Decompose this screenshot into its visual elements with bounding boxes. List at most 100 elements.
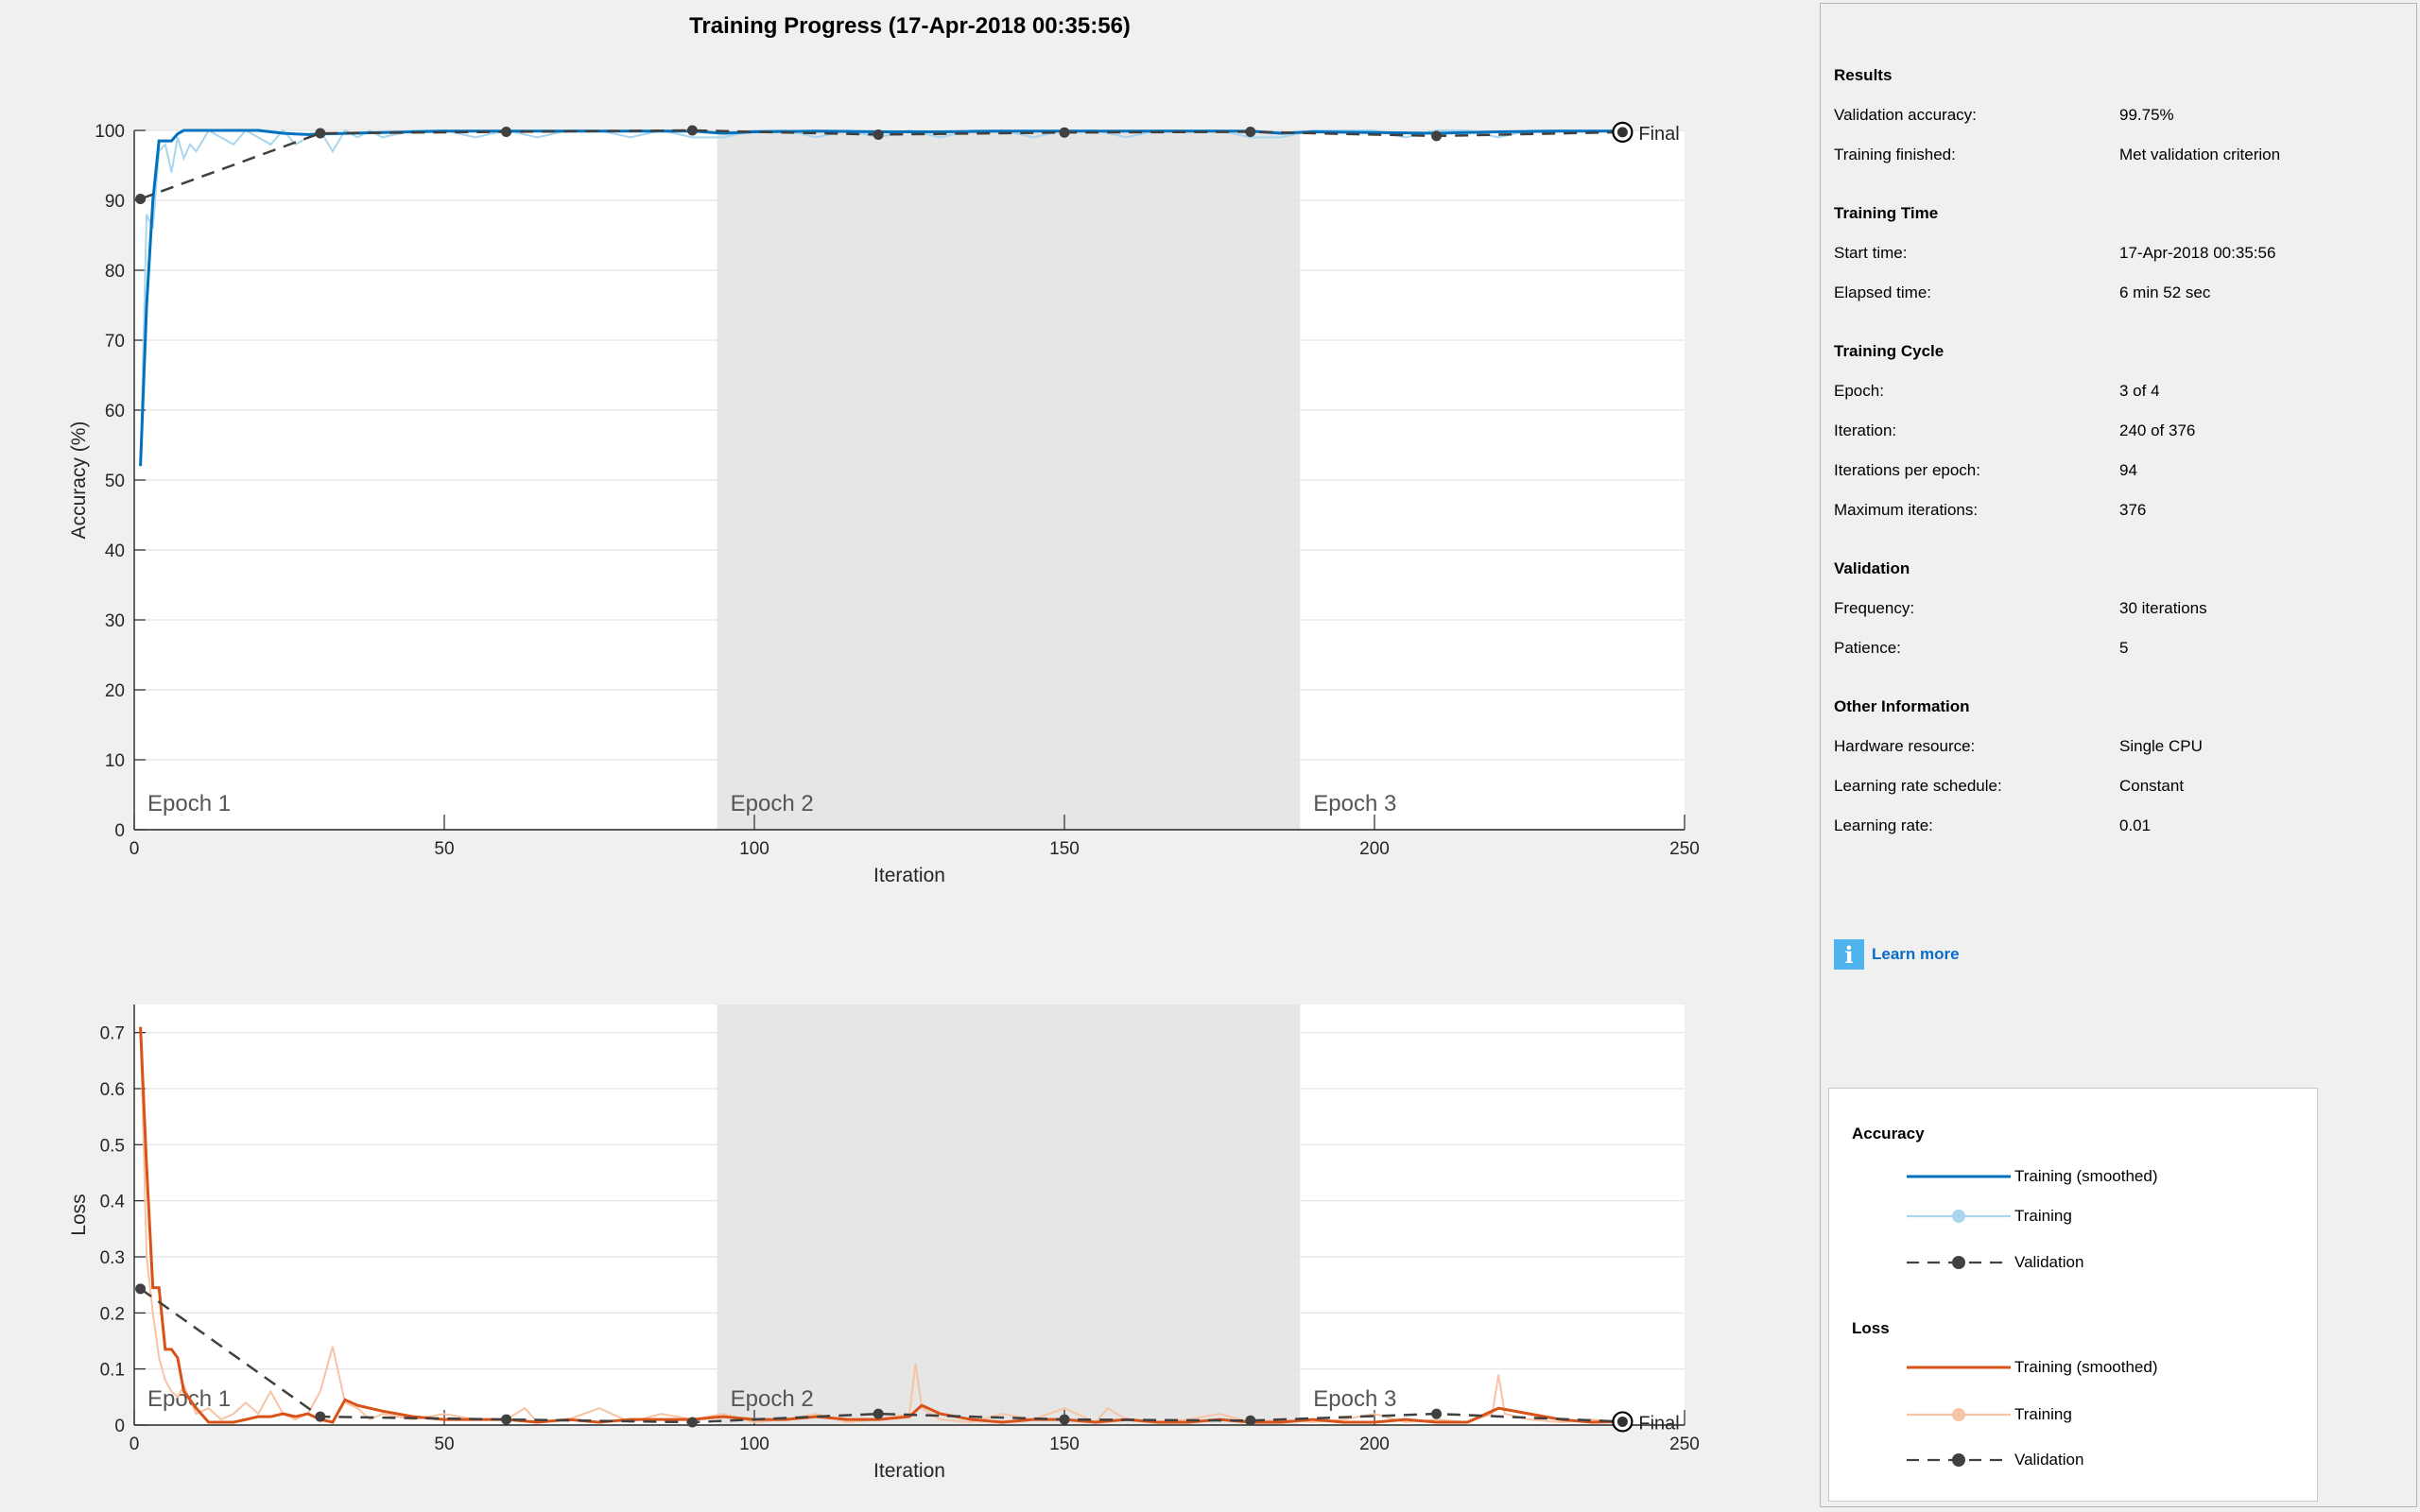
final-label: Final (1638, 1413, 1679, 1434)
y-tick-label: 90 (105, 192, 125, 212)
validation-point (501, 126, 512, 137)
training-info-panel: Results Validation accuracy: 99.75% Trai… (1820, 3, 2417, 1507)
validation-point (1059, 127, 1070, 138)
final-label: Final (1638, 124, 1679, 145)
legend-label-loss-training: Training (2014, 1405, 2072, 1423)
section-title-training-time: Training Time (1834, 204, 1939, 222)
legend-swatch-loss-training (1907, 1408, 2011, 1421)
legend-label-loss-smoothed: Training (smoothed) (2014, 1358, 2158, 1376)
x-tick-label: 150 (1049, 1435, 1080, 1454)
legend-marker (1952, 1453, 1965, 1467)
legend-swatch-loss-validation (1907, 1453, 2011, 1467)
training-raw-line (139, 129, 1623, 467)
legend-swatch-accuracy-training (1907, 1210, 2011, 1223)
y-tick-label: 0.4 (100, 1193, 126, 1212)
legend: Accuracy Training (smoothed) Training Va… (1828, 1088, 2318, 1502)
y-tick-label: 10 (105, 751, 125, 771)
accuracy-chart[interactable]: 0 10 20 30 40 50 60 70 80 90 100 0 50 100 150 200 250 Ite… (0, 0, 1820, 907)
validation-point (315, 1411, 326, 1422)
y-tick-label: 0 (114, 821, 125, 841)
y-tick-label: 100 (95, 122, 125, 142)
validation-point (315, 128, 326, 139)
x-tick-label: 150 (1049, 839, 1080, 859)
y-tick-label: 0.2 (100, 1304, 125, 1324)
epoch-label: Epoch 3 (1313, 791, 1396, 816)
iterations-per-epoch-label: Iterations per epoch: (1834, 461, 1980, 479)
elapsed-time-label: Elapsed time: (1834, 284, 1931, 301)
loss-chart[interactable]: 00.10.20.30.40.50.60.70 50 100 150 200 250Ite… (0, 0, 1820, 1512)
x-axis-label: Iteration (873, 1460, 945, 1482)
info-icon: i (1834, 939, 1864, 970)
x-tick-label: 100 (739, 839, 769, 859)
x-tick-label: 200 (1359, 839, 1390, 859)
training-finished-value: Met validation criterion (2119, 146, 2281, 163)
epoch-label: Epoch: (1834, 382, 1884, 400)
validation-point (686, 1417, 698, 1428)
x-tick-label: 200 (1359, 1435, 1390, 1454)
validation-accuracy-value: 99.75% (2119, 106, 2174, 124)
epoch-value: 3 of 4 (2119, 382, 2160, 400)
y-tick-label: 0.3 (100, 1248, 125, 1268)
validation-point (1431, 130, 1443, 142)
validation-point (135, 1283, 147, 1295)
y-tick-label: 0 (114, 1417, 125, 1436)
learning-rate-label: Learning rate: (1834, 816, 1933, 834)
y-tick-label: 50 (105, 472, 125, 491)
y-tick-label: 0.7 (100, 1024, 125, 1044)
legend-marker (1952, 1256, 1965, 1269)
iteration-value: 240 of 376 (2119, 421, 2196, 439)
y-tick-label: 0.6 (100, 1080, 125, 1100)
learning-rate-schedule-value: Constant (2119, 777, 2185, 795)
y-axis-label: Accuracy (%) (68, 421, 90, 540)
validation-point (1059, 1414, 1070, 1425)
frequency-label: Frequency: (1834, 599, 1915, 617)
final-marker-dot (1616, 127, 1628, 138)
x-tick-label: 250 (1669, 1435, 1700, 1454)
validation-line (139, 1287, 1623, 1424)
learn-more-link[interactable]: i Learn more (1834, 939, 1960, 970)
legend-label-accuracy-validation: Validation (2014, 1253, 2084, 1271)
hardware-resource-value: Single CPU (2119, 737, 2203, 755)
elapsed-time-value: 6 min 52 sec (2119, 284, 2211, 301)
y-tick-label: 70 (105, 332, 125, 352)
legend-title-accuracy: Accuracy (1852, 1125, 1925, 1143)
iterations-per-epoch-value: 94 (2119, 461, 2137, 479)
x-axis-label: Iteration (873, 865, 945, 886)
x-tick-label: 50 (434, 839, 454, 859)
chart-title: Training Progress (17-Apr-2018 00:35:56) (689, 13, 1131, 39)
learn-more-label: Learn more (1872, 945, 1960, 963)
epoch-label: Epoch 1 (147, 791, 231, 816)
start-time-value: 17-Apr-2018 00:35:56 (2119, 244, 2276, 262)
patience-label: Patience: (1834, 639, 1901, 657)
x-tick-label: 0 (130, 839, 140, 859)
maximum-iterations-label: Maximum iterations: (1834, 501, 1979, 519)
final-marker-dot (1616, 1416, 1628, 1427)
y-tick-label: 20 (105, 681, 125, 701)
learning-rate-value: 0.01 (2119, 816, 2152, 834)
training-finished-label: Training finished: (1834, 146, 1956, 163)
validation-point (873, 1408, 884, 1419)
section-title-results: Results (1834, 66, 1893, 84)
start-time-label: Start time: (1834, 244, 1908, 262)
validation-point (135, 194, 147, 205)
y-tick-label: 0.5 (100, 1136, 125, 1156)
validation-point (873, 129, 884, 140)
legend-swatch-loss-smoothed (1907, 1366, 2011, 1369)
legend-swatch-accuracy-validation (1907, 1256, 2011, 1269)
validation-accuracy-label: Validation accuracy: (1834, 106, 1977, 124)
legend-marker (1952, 1210, 1965, 1223)
legend-title-loss: Loss (1852, 1319, 1890, 1337)
frequency-value: 30 iterations (2119, 599, 2207, 617)
y-tick-label: 30 (105, 611, 125, 631)
x-tick-label: 0 (130, 1435, 140, 1454)
y-tick-label: 80 (105, 262, 125, 282)
x-tick-label: 50 (434, 1435, 454, 1454)
learning-rate-schedule-label: Learning rate schedule: (1834, 777, 2002, 795)
training-smoothed-line (139, 1026, 1623, 1424)
legend-marker (1952, 1408, 1965, 1421)
y-tick-label: 0.1 (100, 1361, 125, 1381)
validation-point (1245, 126, 1256, 137)
x-tick-label: 250 (1669, 839, 1700, 859)
section-title-other-information: Other Information (1834, 697, 1970, 715)
validation-point (1245, 1415, 1256, 1426)
